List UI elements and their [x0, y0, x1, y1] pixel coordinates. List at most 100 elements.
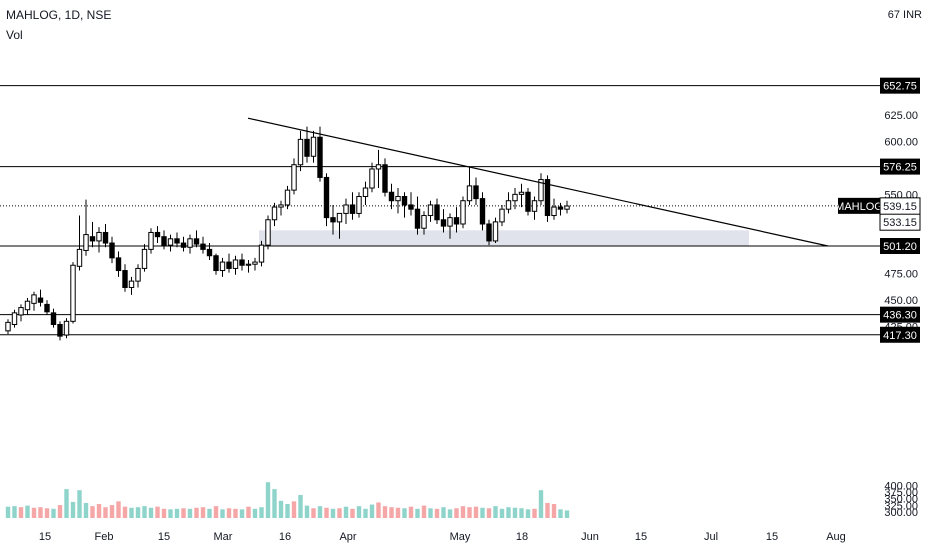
candle-body [382, 164, 388, 193]
volume-bar [25, 505, 30, 518]
volume-bar [44, 508, 50, 518]
candle-body [37, 297, 44, 303]
volume-bar [12, 506, 17, 518]
level-label: 576.25 [883, 162, 917, 174]
candle-body [427, 204, 434, 217]
volume-bar [252, 508, 258, 518]
y-tick-label: 450.00 [884, 295, 918, 307]
candle-body [349, 204, 356, 214]
y-tick-label: 600.00 [884, 136, 918, 148]
candle-body [362, 187, 369, 197]
volume-bar [369, 504, 375, 518]
candle-body [544, 179, 551, 217]
volume-bar [148, 507, 154, 518]
volume-bar [499, 508, 505, 518]
volume-bar [551, 504, 557, 518]
volume-bar [278, 500, 284, 518]
volume-bar [226, 508, 232, 518]
candle-body [18, 307, 24, 316]
volume-bar [395, 507, 401, 518]
x-tick-label: Jun [581, 531, 599, 543]
candle-body [460, 200, 466, 225]
volume-bar [330, 508, 336, 518]
currency-label[interactable]: 67 INR [887, 9, 922, 21]
candle-body [434, 204, 440, 221]
candle-body [180, 242, 187, 248]
level-tag [880, 238, 920, 254]
y-tick-label: 625.00 [884, 110, 918, 122]
volume-bar [454, 508, 459, 518]
volume-bar [181, 508, 186, 518]
candle-body [304, 138, 310, 157]
volume-bar [109, 505, 115, 518]
y-tick-label: 300.00 [884, 507, 918, 519]
level-label: 501.20 [883, 241, 917, 253]
x-tick-label: Aug [826, 531, 846, 543]
volume-bar [83, 502, 89, 518]
candle-body [219, 261, 226, 272]
volume-bar [382, 506, 388, 518]
volume-bar [538, 490, 544, 518]
volume-bar [298, 494, 303, 518]
candle-body [258, 244, 265, 263]
candle-body [252, 261, 258, 265]
candle-body [271, 206, 278, 221]
candle-body [310, 136, 317, 157]
candle-body [408, 204, 414, 210]
volume-label: Vol [6, 28, 23, 42]
candle-body [226, 261, 232, 269]
volume-bar [38, 507, 43, 518]
candle-body [232, 259, 239, 269]
x-tick-label: 16 [279, 531, 291, 543]
candle-body [174, 238, 180, 244]
x-tick-label: 15 [766, 531, 778, 543]
volume-bar [389, 507, 394, 518]
candle-body [557, 206, 564, 210]
volume-bar [194, 507, 199, 518]
volume-bar [142, 506, 147, 518]
candle-body [154, 231, 161, 238]
x-tick-label: 15 [635, 531, 647, 543]
candle-body [453, 217, 460, 225]
chart-title: MAHLOG, 1D, NSE [6, 8, 112, 22]
candle-body [518, 191, 525, 195]
secondary-price-label: 533.15 [883, 217, 917, 229]
candle-body [492, 221, 499, 242]
candle-body [213, 255, 219, 272]
volume-bar [246, 506, 251, 518]
volume-bar [129, 507, 134, 518]
candle-body [50, 312, 57, 326]
candle-body [401, 195, 408, 206]
candle-body [89, 236, 96, 242]
candle-body [297, 138, 304, 166]
volume-bar [324, 507, 329, 518]
volume-bar [356, 506, 362, 518]
candle-body [479, 198, 486, 225]
candle-body [336, 212, 343, 223]
level-tag [880, 306, 920, 323]
x-tick-label: 15 [39, 531, 51, 543]
x-tick-label: Apr [339, 531, 356, 543]
volume-bar [272, 489, 277, 518]
candle-body [421, 215, 427, 229]
volume-bar [96, 504, 102, 518]
level-tag [880, 77, 920, 94]
volume-bar [239, 509, 245, 518]
candle-body [395, 195, 401, 202]
candle-body [291, 164, 297, 191]
volume-bar [441, 507, 446, 518]
volume-bar [545, 502, 550, 518]
x-tick-label: 15 [158, 531, 170, 543]
candle-body [447, 217, 453, 227]
candle-body [167, 238, 174, 246]
support-zone [259, 230, 749, 246]
volume-bar [213, 506, 219, 518]
volume-bar [525, 509, 531, 518]
candle-body [505, 200, 512, 210]
volume-bar [408, 506, 414, 518]
volume-bar [532, 508, 537, 518]
candle-body [330, 217, 336, 223]
volume-bar [5, 506, 11, 518]
candle-body [141, 248, 148, 269]
